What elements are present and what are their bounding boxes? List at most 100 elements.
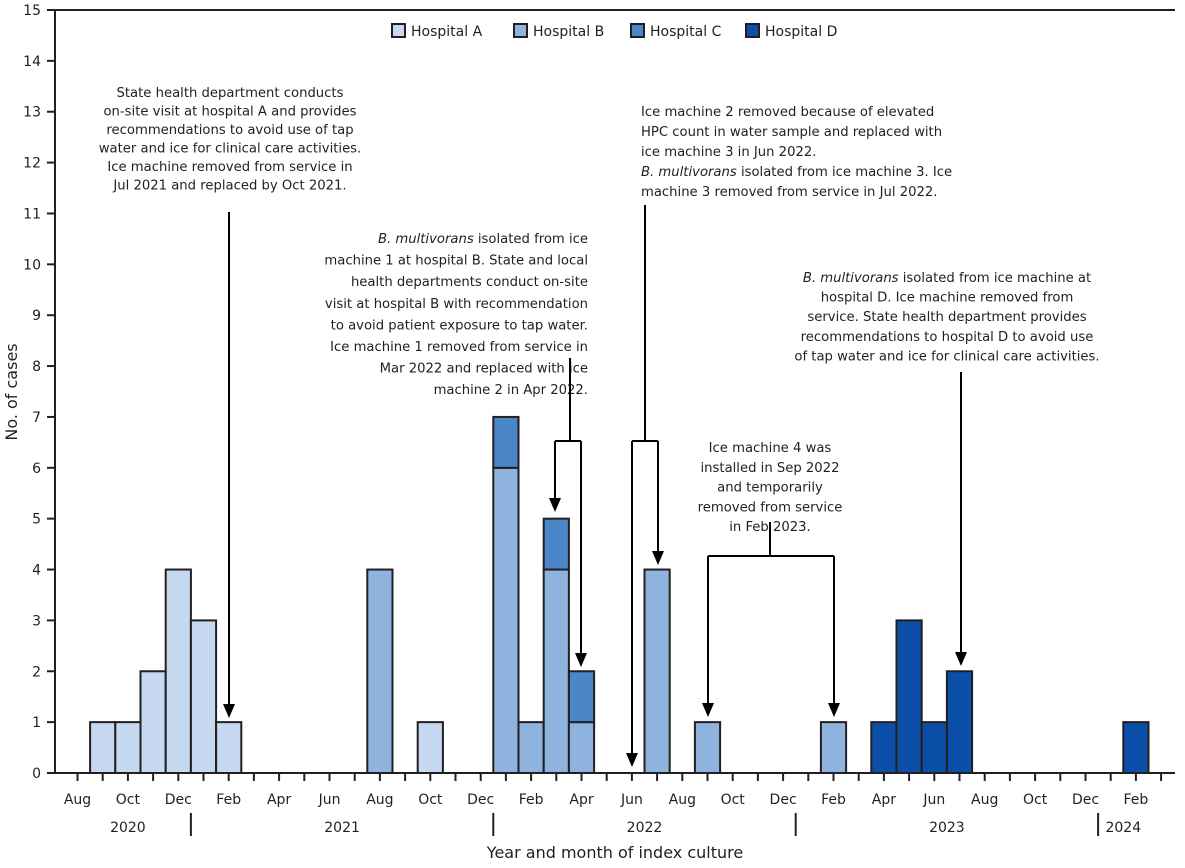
annotation-text: State health department conducts <box>117 86 344 101</box>
annotation-line: service. State health department provide… <box>807 310 1086 325</box>
annotation-line: of tap water and ice for clinical care a… <box>794 349 1099 364</box>
bar-hospital-b <box>643 568 671 774</box>
annotation-text: machine 1 at hospital B. State and local <box>324 254 588 269</box>
bar-hospital-d <box>870 721 898 775</box>
x-tick-label: Dec <box>467 792 494 808</box>
x-tick-label: Jun <box>922 792 945 808</box>
y-tick-label: 15 <box>23 3 41 19</box>
annotation-line: to avoid patient exposure to tap water. <box>331 318 588 333</box>
y-tick-label: 2 <box>32 664 41 680</box>
bar-hospital-b <box>366 568 394 774</box>
annotation-line: recommendations to hospital D to avoid u… <box>801 330 1094 345</box>
bar-hospital-c <box>492 415 520 469</box>
annotations-layer: State health department conducts on-site … <box>99 86 1100 535</box>
x-tick-label: Aug <box>669 792 696 808</box>
annotation-text: removed from service <box>698 500 843 515</box>
y-tick-label: 10 <box>23 257 41 273</box>
x-axis-title: Year and month of index culture <box>486 843 743 862</box>
annotation-text: recommendations to hospital D to avoid u… <box>801 330 1094 345</box>
x-tick-label: Oct <box>116 792 141 808</box>
bar-hospital-a <box>89 721 117 775</box>
annotation-text: on-site visit at hospital A and provides <box>103 105 356 120</box>
annotation-text: machine 2 in Apr 2022. <box>434 383 588 398</box>
x-tick-label: Oct <box>418 792 443 808</box>
legend: Hospital A Hospital B Hospital C Hospital D <box>391 23 837 40</box>
year-label: 2022 <box>627 820 663 836</box>
annotation-line: ice machine 3 in Jun 2022. <box>641 145 816 160</box>
annotation-text: service. State health department provide… <box>807 310 1086 325</box>
bar-hospital-d <box>895 619 923 775</box>
annotation-line: hospital D. Ice machine removed from <box>821 291 1074 306</box>
annotation-line: on-site visit at hospital A and provides <box>103 105 356 120</box>
y-tick-label: 9 <box>32 308 41 324</box>
y-tick-label: 11 <box>23 206 41 222</box>
organism-name: B. multivorans <box>803 271 899 286</box>
annotation-3: Ice machine 2 removed because of elevate… <box>641 105 952 200</box>
annotation-text: hospital D. Ice machine removed from <box>821 291 1074 306</box>
x-tick-label: Dec <box>165 792 192 808</box>
year-label: 2023 <box>929 820 965 836</box>
annotation-line: State health department conducts <box>117 86 344 101</box>
annotation-line: health departments conduct on-site <box>351 275 588 290</box>
annotation-line: B. multivorans isolated from ice <box>378 232 588 247</box>
x-tick-label: Apr <box>267 792 291 808</box>
annotation-text: Mar 2022 and replaced with ice <box>380 362 588 377</box>
x-tick-label: Feb <box>821 792 846 808</box>
annotation-line: and temporarily <box>717 481 823 496</box>
annotation-1: State health department conducts on-site … <box>99 86 362 194</box>
annotation-line: Ice machine 4 was <box>709 441 832 456</box>
y-tick-label: 5 <box>32 512 41 528</box>
legend-label: Hospital C <box>650 24 722 40</box>
x-tick-label: Oct <box>1023 792 1048 808</box>
annotation-5: B. multivorans isolated from ice machine… <box>794 271 1099 364</box>
annotation-line: Ice machine removed from service in <box>107 160 352 175</box>
x-tick-label: Dec <box>770 792 797 808</box>
annotation-line: recommendations to avoid use of tap <box>106 123 353 138</box>
bar-hospital-d <box>920 721 948 775</box>
x-tick-label: Jun <box>620 792 643 808</box>
legend-label: Hospital A <box>411 24 483 40</box>
annotation-line: machine 3 removed from service in Jul 20… <box>641 185 937 200</box>
annotation-text: isolated from ice <box>474 232 588 247</box>
bar-hospital-a <box>416 721 444 775</box>
x-tick-label: Aug <box>971 792 998 808</box>
bracket-ice-machine-2-3 <box>631 205 659 755</box>
annotation-line: removed from service <box>698 500 843 515</box>
x-tick-label: Apr <box>569 792 593 808</box>
x-tick-label: Apr <box>872 792 896 808</box>
annotation-line: visit at hospital B with recommendation <box>325 297 588 312</box>
y-tick-label: 8 <box>32 359 41 375</box>
year-label: 2020 <box>110 820 146 836</box>
bar-hospital-d <box>945 670 974 774</box>
legend-swatch <box>391 23 406 38</box>
annotation-line: installed in Sep 2022 <box>701 461 840 476</box>
annotation-line: machine 1 at hospital B. State and local <box>324 254 588 269</box>
y-tick-label: 6 <box>32 461 41 477</box>
organism-name: B. multivorans <box>378 232 474 247</box>
annotation-text: installed in Sep 2022 <box>701 461 840 476</box>
x-tick-label: Feb <box>216 792 241 808</box>
annotation-text: Jul 2021 and replaced by Oct 2021. <box>112 179 346 194</box>
y-tick-label: 12 <box>23 156 41 172</box>
x-tick-label: Feb <box>1124 792 1149 808</box>
annotation-text: Ice machine 4 was <box>709 441 832 456</box>
arrowhead <box>702 703 714 717</box>
bar-hospital-a <box>215 721 243 775</box>
organism-name: B. multivorans <box>641 165 737 180</box>
y-tick-label: 3 <box>32 613 41 629</box>
arrowhead <box>955 652 967 666</box>
x-tick-label: Dec <box>1072 792 1099 808</box>
annotation-arrows <box>223 205 967 767</box>
arrowhead <box>828 703 840 717</box>
legend-swatch <box>745 23 760 38</box>
annotation-text: isolated from ice machine 3. Ice <box>737 165 952 180</box>
annotation-4: Ice machine 4 was installed in Sep 2022 an… <box>698 441 843 535</box>
arrowhead <box>223 704 235 718</box>
annotation-text: visit at hospital B with recommendation <box>325 297 588 312</box>
bar-hospital-d <box>1122 721 1150 775</box>
year-label: 2021 <box>324 820 360 836</box>
annotation-line: Ice machine 2 removed because of elevate… <box>641 105 934 120</box>
y-axis-title: No. of cases <box>2 343 21 440</box>
